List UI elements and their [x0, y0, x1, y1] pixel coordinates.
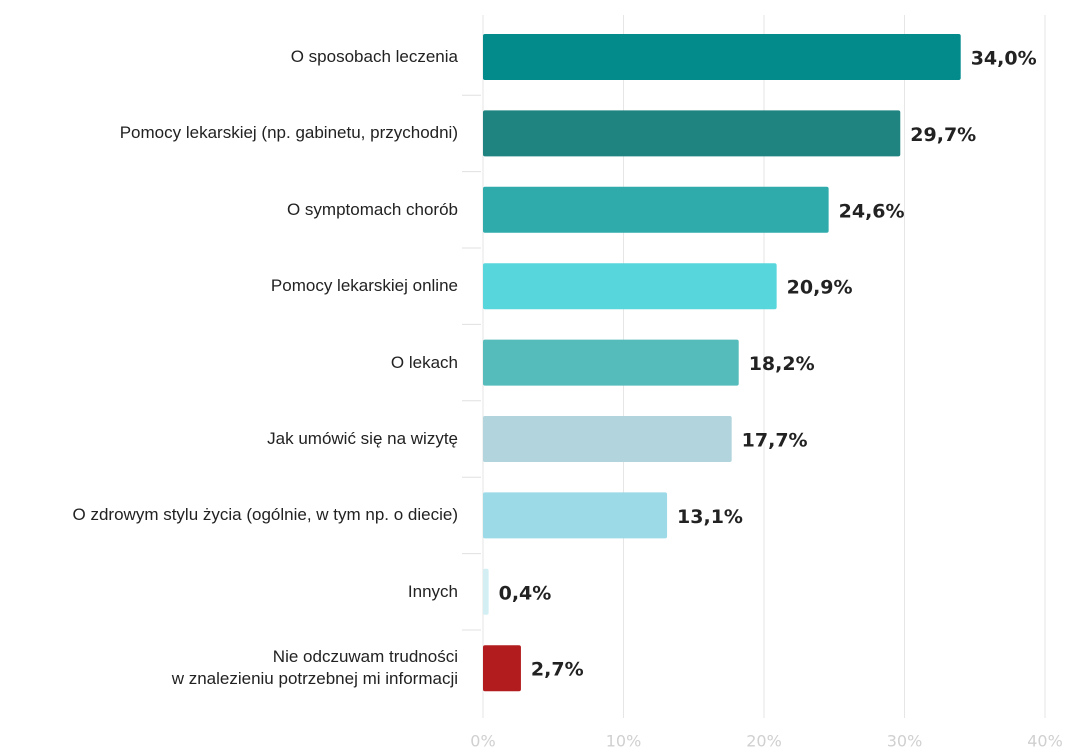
bar [483, 263, 777, 310]
value-label: 18,2% [749, 353, 815, 375]
value-label: 34,0% [971, 48, 1037, 70]
category-label: O sposobach leczenia [290, 47, 458, 66]
category-label: O lekach [390, 352, 458, 372]
bar [483, 339, 739, 386]
bar [483, 110, 901, 157]
bar [483, 492, 668, 539]
x-tick-label: 10% [606, 732, 642, 751]
category-label: Jak umówić się na wizytę [267, 429, 458, 448]
category-label: O zdrowym stylu życia (ogólnie, w tym np… [72, 505, 458, 525]
bar [483, 186, 829, 233]
value-label: 2,7% [531, 659, 584, 681]
bar [483, 568, 489, 615]
bar [483, 34, 961, 80]
category-label: Pomocy lekarskiej online [270, 276, 458, 296]
x-tick-label: 20% [746, 732, 782, 751]
category-label: Pomocy lekarskiej (np. gabinetu, przycho… [119, 123, 458, 143]
value-label: 13,1% [677, 506, 743, 528]
value-label: 29,7% [910, 124, 976, 146]
category-label: O symptomach chorób [286, 199, 458, 219]
category-label: Nie odczuwam trudności w znalezieniu pot… [171, 647, 458, 689]
x-tick-label: 30% [887, 732, 923, 751]
category-label: Innych [407, 581, 458, 601]
x-tick-label: 0% [470, 732, 495, 751]
value-label: 0,4% [499, 582, 552, 604]
value-label: 24,6% [839, 200, 905, 222]
value-label: 17,7% [742, 430, 808, 452]
value-label: 20,9% [787, 277, 853, 299]
bar [483, 645, 521, 692]
x-tick-label: 40% [1027, 732, 1063, 751]
bar [483, 416, 732, 462]
